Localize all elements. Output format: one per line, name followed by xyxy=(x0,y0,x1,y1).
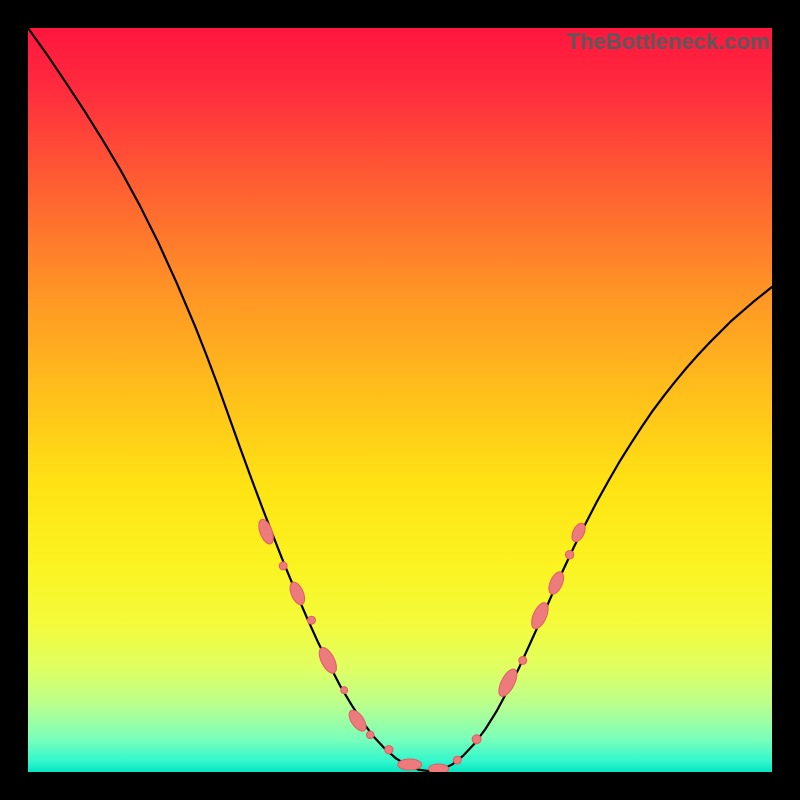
chart-svg xyxy=(28,28,772,772)
curve-marker xyxy=(307,616,315,624)
curve-marker xyxy=(565,551,573,559)
curve-marker xyxy=(453,756,461,764)
chart-frame: TheBottleneck.com xyxy=(0,0,800,800)
curve-marker xyxy=(398,759,422,770)
curve-marker xyxy=(385,745,393,753)
curve-marker xyxy=(519,656,527,664)
curve-marker xyxy=(429,764,449,772)
curve-marker xyxy=(472,735,481,744)
curve-marker xyxy=(341,687,348,694)
watermark-text: TheBottleneck.com xyxy=(567,29,770,55)
curve-marker xyxy=(366,731,374,739)
curve-marker xyxy=(279,562,287,570)
plot-area xyxy=(28,28,772,772)
